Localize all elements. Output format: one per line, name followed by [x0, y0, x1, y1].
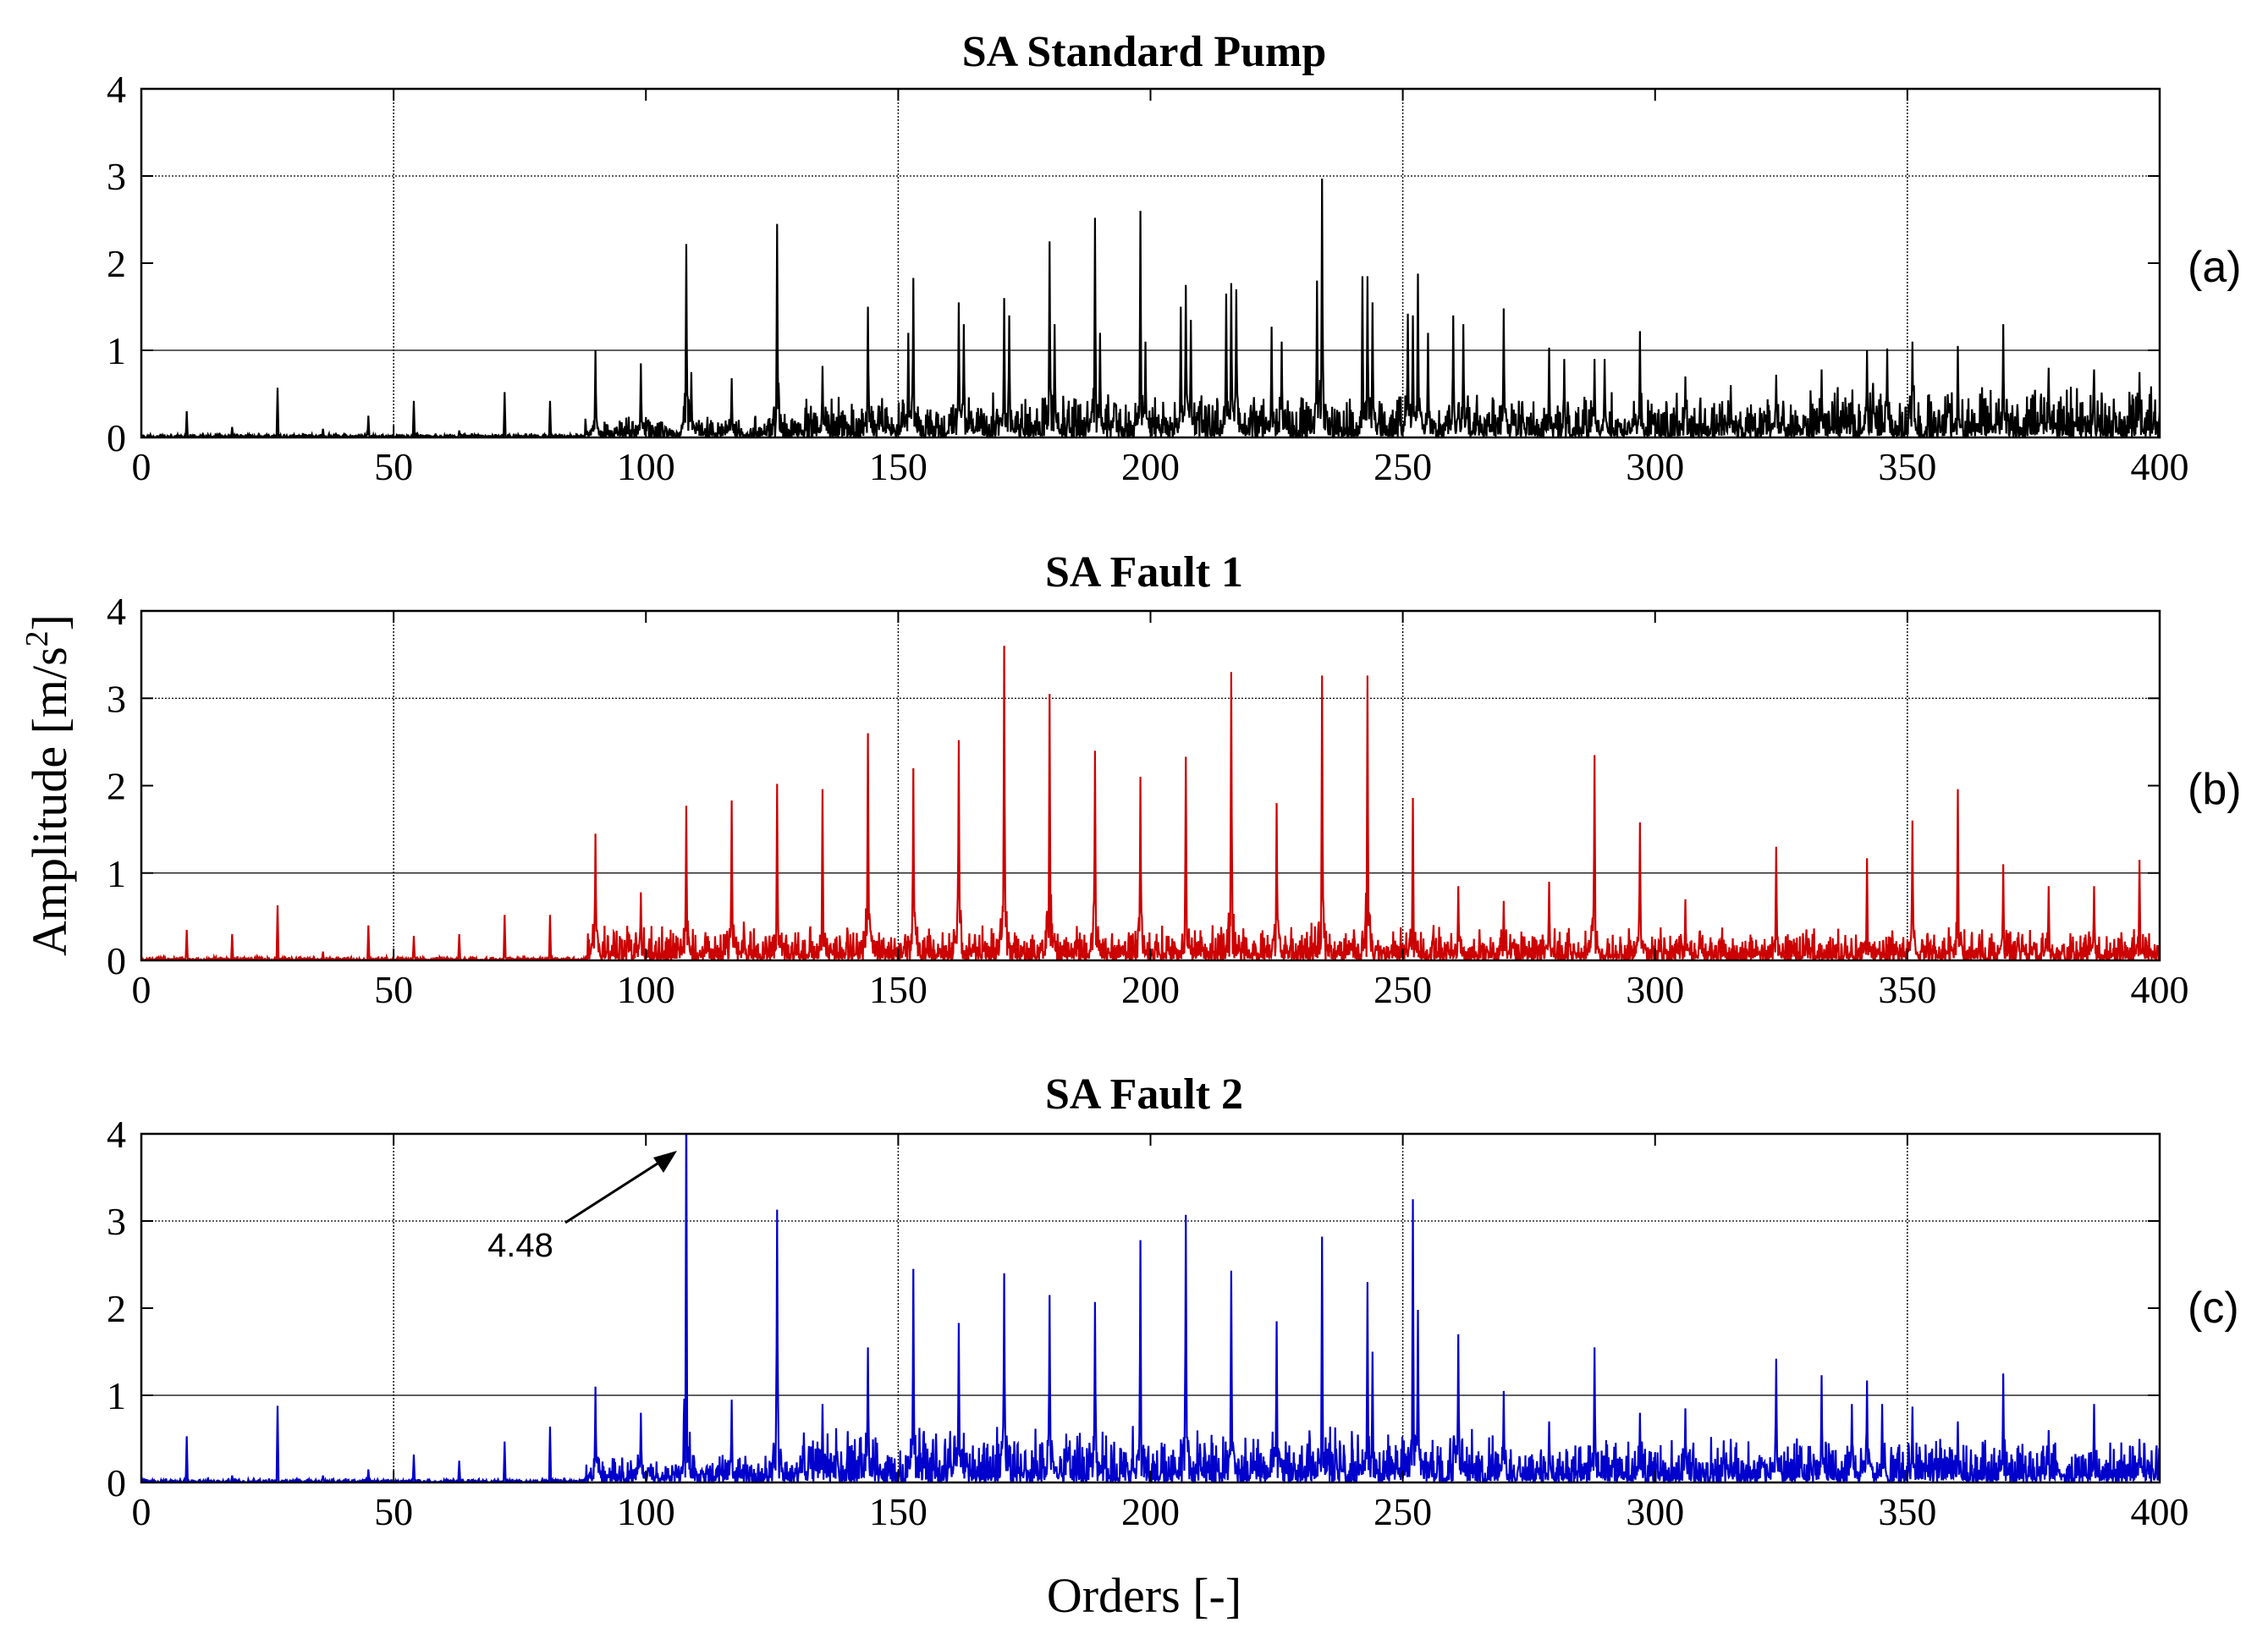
series-line [141, 179, 2160, 437]
y-tick-label: 2 [107, 765, 126, 808]
y-tick-label: 3 [107, 677, 126, 720]
y-tick-label: 0 [107, 939, 126, 982]
panel-b: SA Fault 1 (b) 0 50 100 150 200 250 300 350 400 0… [107, 548, 2242, 1011]
x-tick-label: 100 [617, 445, 675, 488]
y-tick-label: 4 [107, 1113, 126, 1156]
x-tick-label: 50 [374, 1490, 413, 1533]
annotation-arrow [564, 1151, 677, 1224]
x-tick-label: 150 [869, 968, 928, 1011]
y-axis-label: Amplitude [m/s2] [19, 614, 77, 956]
x-tick-label: 200 [1121, 1490, 1180, 1533]
peak-annotation-label: 4.48 [487, 1227, 553, 1264]
x-tick-label: 200 [1121, 445, 1180, 488]
chart-title: SA Fault 1 [1045, 548, 1243, 597]
panel-tag: (a) [2188, 243, 2242, 292]
panel-c: SA Fault 2 (c) 4.48 0 50 100 150 200 250 300 35… [107, 1070, 2239, 1533]
x-tick-label: 350 [1878, 445, 1936, 488]
x-tick-label: 300 [1626, 1490, 1684, 1533]
x-tick-label: 200 [1121, 968, 1180, 1011]
x-tick-label: 150 [869, 1490, 928, 1533]
y-tick-label: 4 [107, 68, 126, 111]
x-tick-label: 50 [374, 968, 413, 1011]
y-tick-label: 1 [107, 852, 126, 895]
x-tick-label: 350 [1878, 1490, 1936, 1533]
y-tick-label: 3 [107, 155, 126, 198]
x-tick-label: 0 [132, 445, 151, 488]
x-tick-label: 150 [869, 445, 928, 488]
chart-title: SA Fault 2 [1045, 1070, 1243, 1119]
x-tick-label: 400 [2131, 1490, 2189, 1533]
y-tick-label: 4 [107, 590, 126, 633]
y-tick-label: 0 [107, 416, 126, 459]
y-tick-label: 2 [107, 1287, 126, 1330]
y-tick-label: 3 [107, 1200, 126, 1243]
x-tick-label: 250 [1373, 445, 1432, 488]
plot-frame [140, 1132, 2161, 1484]
x-tick-label: 0 [132, 1490, 151, 1533]
x-tick-label: 250 [1373, 1490, 1432, 1533]
panel-tag: (b) [2188, 765, 2242, 814]
series-line [141, 1134, 2160, 1482]
x-tick-label: 300 [1626, 445, 1684, 488]
x-tick-label: 400 [2131, 968, 2189, 1011]
x-tick-label: 100 [617, 1490, 675, 1533]
series-line [141, 646, 2160, 960]
x-axis-label: Orders [-] [1047, 1568, 1241, 1623]
x-tick-label: 100 [617, 968, 675, 1011]
plot-frame [140, 609, 2161, 962]
panel-a: SA Standard Pump (a) 0 50 100 150 200 250 300 3… [107, 28, 2242, 488]
y-tick-label: 1 [107, 329, 126, 372]
x-tick-label: 0 [132, 968, 151, 1011]
x-tick-label: 300 [1626, 968, 1684, 1011]
x-tick-label: 50 [374, 445, 413, 488]
panel-tag: (c) [2188, 1284, 2239, 1333]
y-tick-label: 2 [107, 242, 126, 285]
x-tick-label: 350 [1878, 968, 1936, 1011]
x-tick-label: 400 [2131, 445, 2189, 488]
y-tick-label: 1 [107, 1374, 126, 1417]
chart-title: SA Standard Pump [962, 28, 1327, 76]
y-tick-label: 0 [107, 1461, 126, 1504]
x-tick-label: 250 [1373, 968, 1432, 1011]
plot-frame [140, 87, 2161, 439]
